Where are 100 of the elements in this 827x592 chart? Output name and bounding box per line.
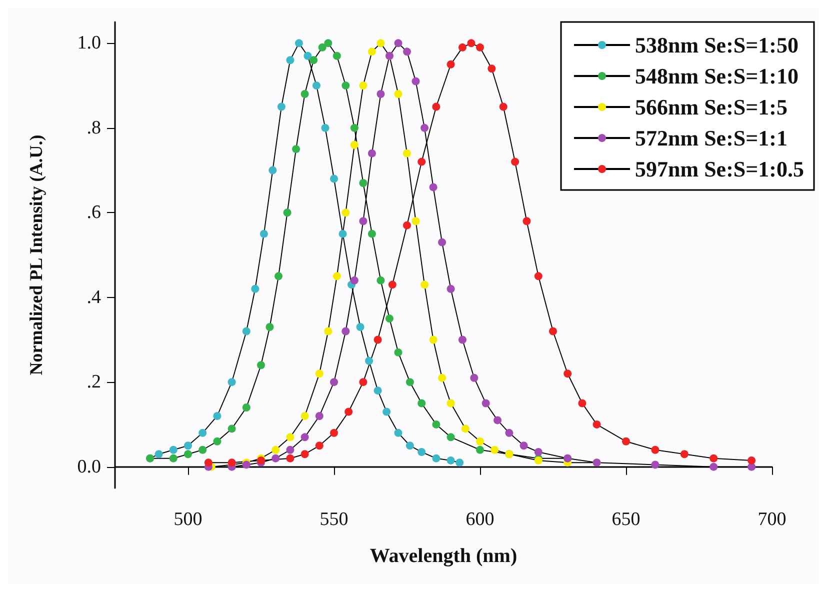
point <box>330 378 338 386</box>
point <box>300 450 309 458</box>
point <box>300 412 309 420</box>
y-tick-label: .6 <box>86 202 101 224</box>
point <box>490 446 499 454</box>
point <box>312 82 320 90</box>
point <box>154 450 163 458</box>
point <box>198 446 207 454</box>
point <box>274 272 283 280</box>
x-tick-label: 550 <box>320 509 348 530</box>
point <box>522 217 531 226</box>
point <box>511 158 520 166</box>
point <box>418 448 426 456</box>
point <box>438 238 446 246</box>
point <box>204 458 212 467</box>
x-tick-label: 500 <box>174 509 202 530</box>
legend-label: 572nm Se:S=1:1 <box>635 126 788 150</box>
point <box>394 428 402 437</box>
y-tick-label: .2 <box>86 372 101 393</box>
point <box>356 323 364 332</box>
point <box>412 217 420 226</box>
point <box>394 348 402 356</box>
point <box>446 284 455 293</box>
point <box>330 428 338 437</box>
point <box>350 140 358 149</box>
point <box>286 446 294 454</box>
x-tick-label: 700 <box>758 509 786 530</box>
point <box>315 442 324 450</box>
point <box>446 60 455 68</box>
point <box>403 149 411 158</box>
point <box>310 56 318 64</box>
point <box>257 361 265 370</box>
point <box>315 370 324 378</box>
point <box>520 442 528 450</box>
point <box>184 450 192 458</box>
x-tick-label: 650 <box>612 509 640 530</box>
x-axis-title: Wavelength (nm) <box>370 545 518 567</box>
point <box>359 178 368 187</box>
point <box>432 420 440 428</box>
point <box>184 442 192 450</box>
point <box>228 378 236 386</box>
point <box>359 217 368 226</box>
point <box>304 52 312 60</box>
point <box>169 446 178 454</box>
point <box>482 399 490 408</box>
point <box>374 336 382 344</box>
point <box>651 460 660 469</box>
point <box>461 424 470 433</box>
point <box>268 166 277 174</box>
point <box>385 314 394 323</box>
point <box>494 416 502 424</box>
point <box>499 102 508 111</box>
point <box>294 39 303 48</box>
point <box>432 102 440 111</box>
point <box>680 450 688 458</box>
point <box>350 276 358 284</box>
point <box>242 327 250 336</box>
point <box>300 90 309 98</box>
point <box>213 412 222 420</box>
point <box>382 408 391 416</box>
point <box>318 43 326 52</box>
point <box>374 386 382 395</box>
point <box>332 52 341 60</box>
legend-label: 566nm Se:S=1:5 <box>635 94 788 120</box>
point <box>592 420 601 428</box>
y-tick-label: 0.0 <box>77 456 101 478</box>
point <box>534 448 542 456</box>
point <box>651 446 660 454</box>
legend-label: 548nm Se:S=1:10 <box>635 64 799 88</box>
point <box>488 64 496 73</box>
y-tick-label: .4 <box>86 286 102 308</box>
point <box>359 82 368 90</box>
point <box>534 272 542 280</box>
point <box>376 276 385 284</box>
point <box>368 48 376 56</box>
point <box>456 458 464 467</box>
point <box>710 454 718 462</box>
point <box>446 433 455 442</box>
point <box>467 39 476 48</box>
point <box>564 370 572 378</box>
point <box>412 77 420 86</box>
point <box>420 124 429 132</box>
point <box>476 43 484 52</box>
point <box>429 183 438 192</box>
point <box>251 284 260 293</box>
point <box>458 43 466 52</box>
point <box>505 428 514 437</box>
point <box>470 374 478 382</box>
point <box>350 124 358 132</box>
point <box>228 424 236 433</box>
point <box>578 399 586 408</box>
point <box>342 208 350 217</box>
point <box>260 230 268 238</box>
point <box>368 230 376 238</box>
point <box>549 327 557 336</box>
point <box>748 456 756 464</box>
point <box>403 221 411 230</box>
point <box>446 456 455 464</box>
point <box>344 408 353 416</box>
y-tick-label: .8 <box>86 117 101 138</box>
